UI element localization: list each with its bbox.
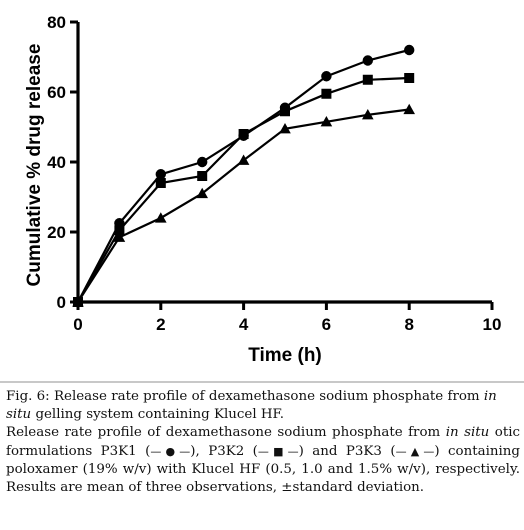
- x-axis-title: Time (h): [248, 345, 322, 366]
- series-p3k2: [73, 73, 415, 307]
- data-point-triangle: [362, 108, 374, 120]
- y-tick-label: 0: [57, 293, 66, 312]
- data-point-triangle: [113, 231, 126, 242]
- figure-caption: Fig. 6: Release rate profile of dexameth…: [6, 388, 520, 497]
- triangle-marker-icon: —▲—: [395, 444, 435, 458]
- data-point-triangle: [279, 122, 291, 134]
- data-point-triangle: [155, 212, 167, 223]
- caption-fig-label: Fig. 6:: [6, 389, 50, 404]
- data-point-square: [238, 129, 249, 139]
- line-chart: 0 20 40 60 80 0 2 4 6 8 10 Cumulative % drug relea…: [24, 13, 501, 366]
- data-point-circle: [362, 55, 373, 66]
- x-tick-label: 0: [73, 315, 82, 334]
- data-point-triangle: [196, 187, 208, 199]
- x-tick-label: 4: [239, 315, 249, 334]
- x-tick-label: 2: [156, 315, 165, 334]
- data-point-triangle: [320, 115, 333, 127]
- data-point-triangle: [72, 296, 84, 307]
- series-line-p3k1: [77, 48, 410, 303]
- chart-figure: 0 20 40 60 80 0 2 4 6 8 10 Cumulative % drug relea…: [0, 13, 524, 383]
- data-point-square: [404, 73, 415, 83]
- caption-description: Release rate profile of dexamethasone so…: [6, 425, 520, 496]
- y-tick-label: 60: [47, 83, 66, 102]
- series-p3k3: [72, 103, 415, 307]
- data-point-square: [321, 88, 332, 99]
- x-tick-label: 10: [483, 315, 502, 334]
- x-tick-label: 8: [404, 315, 413, 334]
- y-axis-title: Cumulative % drug release: [24, 44, 45, 287]
- square-marker-icon: —■—: [257, 444, 299, 458]
- data-point-square: [197, 171, 208, 181]
- data-point-square: [114, 225, 125, 236]
- circle-marker-icon: —●—: [150, 444, 191, 458]
- data-point-circle: [321, 71, 332, 82]
- y-tick-label: 40: [47, 153, 66, 172]
- data-point-square: [280, 106, 290, 117]
- series-layer: [72, 44, 415, 308]
- data-point-circle: [404, 44, 415, 56]
- y-tick-label: 80: [47, 13, 66, 32]
- x-tick-label: 6: [322, 315, 331, 334]
- data-point-circle: [197, 156, 208, 168]
- data-point-triangle: [237, 154, 250, 165]
- data-point-triangle: [403, 103, 415, 115]
- data-point-square: [155, 178, 166, 188]
- y-tick-label: 20: [47, 223, 66, 242]
- data-point-circle: [155, 169, 166, 180]
- axes: 0 20 40 60 80 0 2 4 6 8 10: [47, 13, 501, 334]
- data-point-square: [362, 74, 373, 85]
- series-line-p3k2: [77, 76, 410, 303]
- caption-title: Fig. 6: Release rate profile of dexameth…: [6, 389, 497, 423]
